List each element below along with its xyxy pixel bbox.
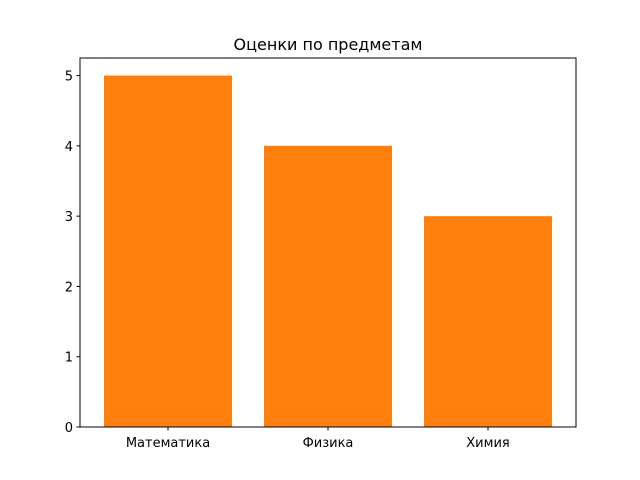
x-tick-label: Физика [303,436,354,451]
x-tick-label: Химия [466,436,509,451]
chart-title: Оценки по предметам [234,35,423,54]
y-tick-label: 1 [65,351,73,366]
y-tick-label: 5 [65,70,73,85]
y-tick-label: 3 [65,210,73,225]
plot-frame [79,57,577,428]
bar [104,75,232,428]
bar [424,216,552,427]
x-tick-label: Математика [126,436,210,451]
y-tick-label: 2 [65,280,73,295]
y-tick-label: 4 [65,140,73,155]
y-tick-label: 0 [65,421,73,436]
bar [264,145,392,427]
